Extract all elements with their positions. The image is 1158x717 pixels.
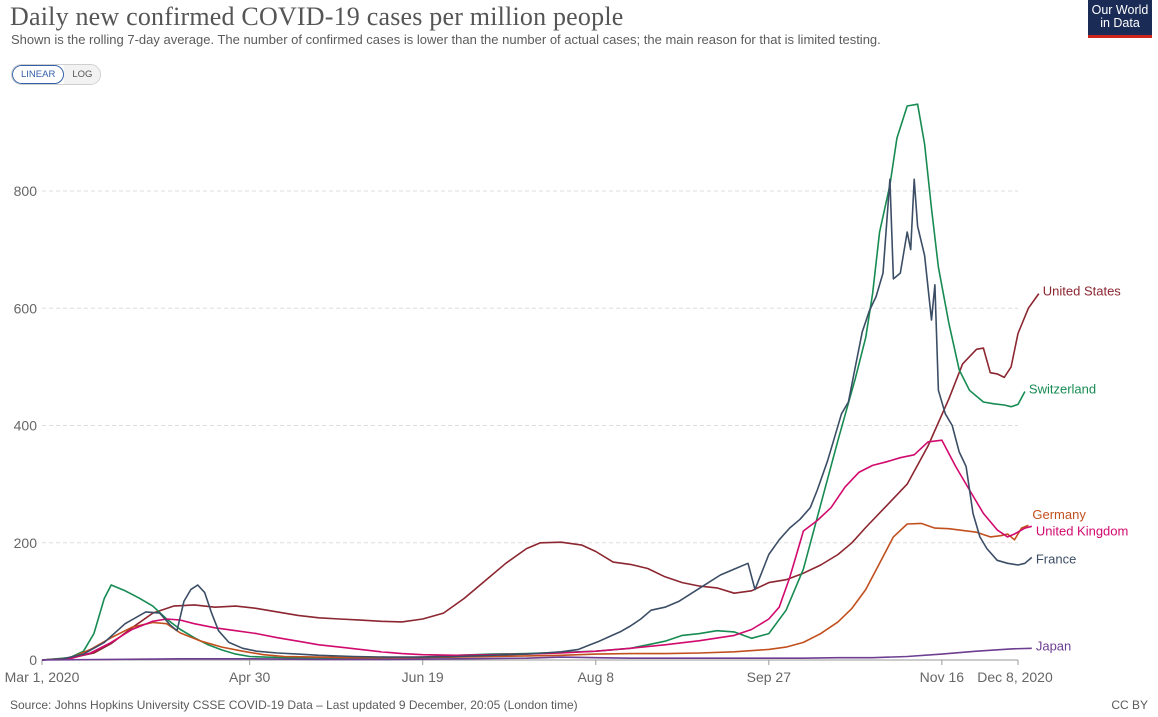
series-line-switzerland[interactable] [41, 103, 1026, 661]
logo-line-1: Our World [1091, 3, 1149, 17]
x-tick-label: Aug 8 [577, 669, 614, 685]
series-label-united-states[interactable]: United States [1043, 284, 1122, 299]
y-tick-label: 0 [29, 652, 37, 668]
series-label-united-kingdom[interactable]: United Kingdom [1036, 523, 1129, 538]
series-lines [41, 103, 1040, 661]
chart-title: Daily new confirmed COVID-19 cases per m… [10, 2, 624, 31]
series-label-japan[interactable]: Japan [1036, 638, 1071, 653]
logo-line-2: in Data [1100, 16, 1140, 30]
x-tick-label: Mar 1, 2020 [5, 669, 80, 685]
linear-scale-button[interactable]: LINEAR [12, 65, 65, 84]
log-scale-button[interactable]: LOG [64, 65, 101, 84]
y-tick-label: 200 [14, 535, 38, 551]
owid-logo[interactable]: Our World in Data [1088, 0, 1152, 38]
x-tick-label: Nov 16 [920, 669, 965, 685]
series-line-japan[interactable] [41, 647, 1032, 661]
series-line-france[interactable] [41, 178, 1033, 661]
series-line-germany[interactable] [41, 522, 1029, 661]
y-tick-label: 600 [14, 300, 38, 316]
x-tick-label: Jun 19 [402, 669, 444, 685]
series-label-switzerland[interactable]: Switzerland [1029, 381, 1096, 396]
x-tick-label: Dec 8, 2020 [977, 669, 1053, 685]
y-tick-label: 800 [14, 183, 38, 199]
x-tick-label: Apr 30 [229, 669, 270, 685]
series-label-france[interactable]: France [1036, 551, 1076, 566]
source-note[interactable]: Source: Johns Hopkins University CSSE CO… [10, 698, 578, 712]
series-line-united-kingdom[interactable] [41, 439, 1033, 661]
x-tick-label: Sep 27 [747, 669, 792, 685]
x-axis-ticks: Mar 1, 2020 Apr 30 Jun 19 Aug 8 Sep 27 Nov 16… [5, 660, 1053, 685]
chart-subtitle: Shown is the rolling 7-day average. The … [11, 32, 881, 47]
license-link[interactable]: CC BY [1111, 698, 1148, 712]
scale-toggle: LINEAR LOG [11, 64, 102, 85]
y-axis-ticks: 0 200 400 600 800 [14, 183, 38, 668]
series-line-united-states[interactable] [41, 293, 1040, 661]
gridlines [42, 190, 1018, 661]
series-label-germany[interactable]: Germany [1032, 507, 1086, 522]
y-tick-label: 400 [14, 418, 38, 434]
